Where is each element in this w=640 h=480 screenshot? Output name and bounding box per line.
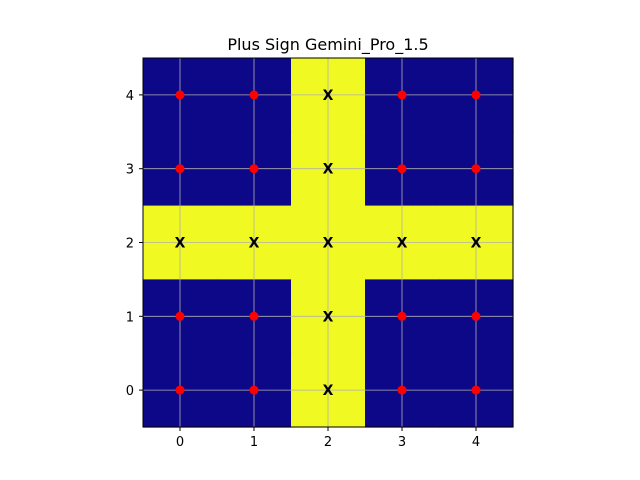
x-tick-label: 2 <box>324 435 332 450</box>
data-point-x: X <box>323 162 334 178</box>
data-point-dot <box>397 164 407 174</box>
data-point-x: X <box>323 236 334 252</box>
data-point-dot <box>397 385 407 395</box>
data-point-x: X <box>397 236 408 252</box>
data-point-x: X <box>323 309 334 325</box>
data-point-dot <box>175 164 185 174</box>
data-point-dot <box>249 90 259 100</box>
data-point-dot <box>397 90 407 100</box>
data-point-x: X <box>249 236 260 252</box>
data-point-dot <box>471 385 481 395</box>
data-point-dot <box>175 90 185 100</box>
data-point-dot <box>175 311 185 321</box>
data-point-dot <box>471 311 481 321</box>
y-tick-label: 2 <box>126 237 134 252</box>
x-tick-label: 4 <box>472 435 480 450</box>
x-tick-label: 0 <box>176 435 184 450</box>
data-point-dot <box>249 164 259 174</box>
y-tick-label: 0 <box>126 384 134 399</box>
data-point-dot <box>249 385 259 395</box>
data-point-dot <box>397 311 407 321</box>
y-tick-label: 3 <box>126 163 134 178</box>
data-point-x: X <box>471 236 482 252</box>
y-tick-label: 1 <box>126 310 134 325</box>
data-point-dot <box>471 90 481 100</box>
data-point-x: X <box>323 383 334 399</box>
data-point-dot <box>471 164 481 174</box>
chart-title: Plus Sign Gemini_Pro_1.5 <box>227 35 428 55</box>
data-point-x: X <box>323 88 334 104</box>
x-tick-label: 1 <box>250 435 258 450</box>
y-tick-label: 4 <box>126 89 134 104</box>
data-point-dot <box>249 311 259 321</box>
data-point-x: X <box>175 236 186 252</box>
data-point-dot <box>175 385 185 395</box>
plot-area: X X X X X X X X X 0 1 2 3 4 0 1 2 3 4 <box>126 57 514 450</box>
x-tick-label: 3 <box>398 435 406 450</box>
